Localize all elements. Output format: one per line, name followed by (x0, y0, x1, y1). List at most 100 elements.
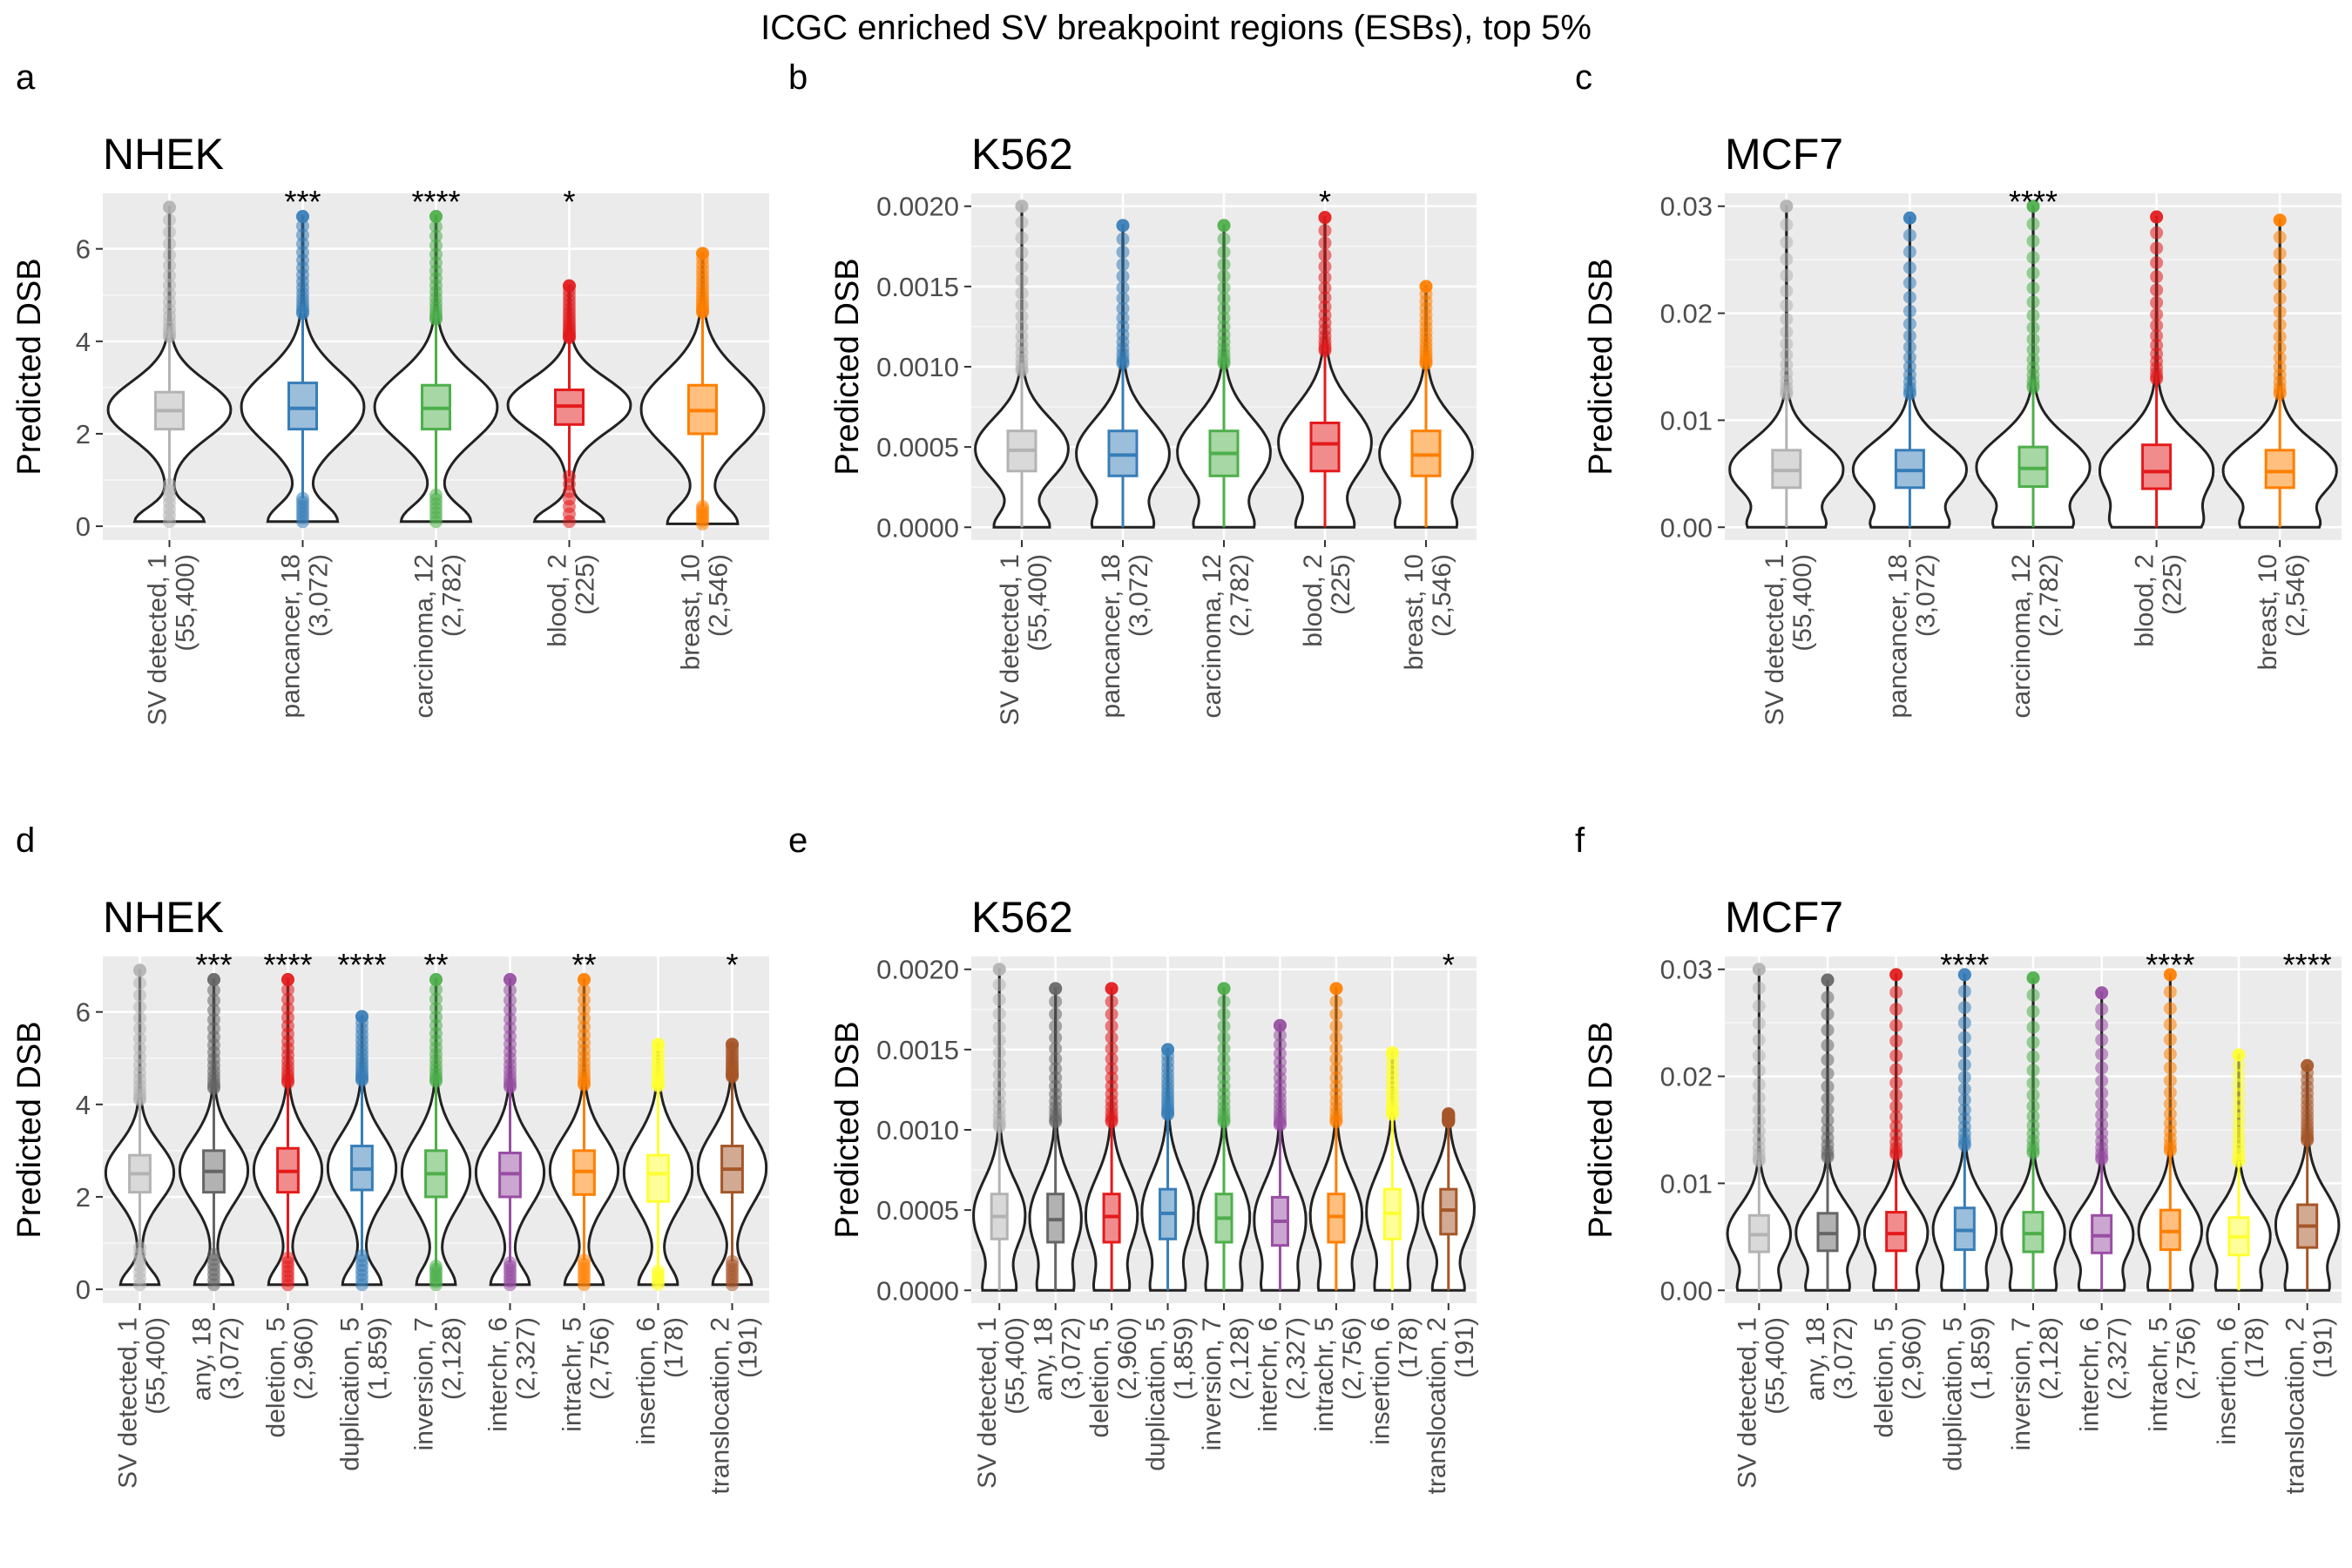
outlier-point (2232, 1078, 2246, 1092)
outlier-point (1273, 1028, 1287, 1042)
outlier-point (1957, 984, 1971, 998)
panel-title: K562 (971, 893, 1073, 942)
outlier-point (163, 226, 176, 240)
x-tick-label: SV detected, 1(55,400) (973, 1317, 1030, 1489)
outlier-point (2273, 277, 2287, 291)
x-tick-label-line2: (2,546) (705, 554, 733, 637)
outlier-point (1889, 1110, 1903, 1124)
outlier-point (1015, 309, 1029, 323)
outlier-point (1217, 232, 1231, 246)
outlier-point (1116, 258, 1130, 272)
outlier-point (1329, 1052, 1343, 1066)
outlier-point (992, 992, 1006, 1006)
outlier-point (1821, 1053, 1835, 1067)
x-tick-label-line1: SV detected, 1 (114, 1317, 143, 1489)
y-tick-label: 4 (76, 1090, 91, 1120)
x-tick-label-line2: (55,400) (1024, 554, 1052, 652)
outlier-point (2026, 353, 2040, 367)
outlier-point (163, 237, 176, 251)
outlier-point (1049, 1062, 1063, 1076)
outlier-point (2026, 308, 2040, 322)
outlier-point (2273, 305, 2287, 319)
x-tick-label-line1: pancancer, 18 (277, 554, 306, 718)
outlier-point (133, 976, 146, 990)
x-tick-label-line1: interchr, 6 (484, 1317, 513, 1432)
x-tick-label-line1: breast, 10 (1400, 554, 1429, 670)
outlier-point (2026, 1110, 2040, 1124)
outlier-point (296, 228, 309, 242)
outlier-point (1049, 1007, 1063, 1021)
outlier-point (2163, 1017, 2177, 1031)
outlier-point (1957, 1044, 1971, 1058)
outlier-point (163, 200, 176, 214)
x-tick-label-line1: deletion, 5 (1085, 1317, 1114, 1437)
outlier-point (1903, 211, 1916, 225)
outlier-point (207, 994, 220, 1008)
outlier-point (1957, 1058, 1971, 1071)
outlier-point (163, 213, 176, 226)
outlier-point (652, 1037, 665, 1051)
outlier-point (1780, 253, 1794, 267)
outlier-point (2273, 341, 2287, 355)
outlier-point (1780, 235, 1794, 249)
outlier-point (2232, 1058, 2246, 1072)
outlier-point (429, 488, 443, 502)
x-tick-label-line1: translocation, 2 (2281, 1317, 2310, 1494)
outlier-point (1957, 1112, 1971, 1125)
outlier-point (1329, 1042, 1343, 1056)
significance-label: **** (337, 947, 386, 983)
outlier-point (281, 1251, 294, 1265)
outlier-point (1329, 1019, 1343, 1033)
outlier-point (2095, 986, 2109, 1000)
x-tick-label-line1: duplication, 5 (1142, 1317, 1171, 1471)
x-tick-label-line2: (2,327) (1281, 1317, 1310, 1400)
x-tick-label-line1: pancancer, 18 (1097, 554, 1125, 718)
x-tick-label: intrachr, 5(2,756) (1310, 1317, 1367, 1432)
outlier-point (1752, 1103, 1766, 1117)
outlier-point (1318, 211, 1332, 225)
outlier-point (726, 1037, 739, 1051)
x-tick-label-line1: interchr, 6 (1254, 1317, 1282, 1432)
outlier-point (992, 1087, 1006, 1101)
outlier-point (2163, 1107, 2177, 1121)
outlier-point (2095, 1047, 2109, 1061)
x-tick-label-line2: (3,072) (1911, 554, 1940, 637)
outlier-point (1105, 1007, 1119, 1021)
outlier-point (1105, 1031, 1119, 1044)
outlier-point (1015, 215, 1029, 229)
panel-title: K562 (971, 130, 1073, 179)
x-tick-label: deletion, 5(2,960) (1870, 1317, 1927, 1437)
x-tick-label-line2: (2,128) (438, 1317, 467, 1400)
outlier-point (2163, 1047, 2177, 1061)
significance-label: *** (195, 947, 232, 983)
x-tick-label-line2: (2,782) (1226, 554, 1254, 637)
x-tick-label-line1: blood, 2 (2131, 554, 2159, 647)
outlier-point (1049, 1019, 1063, 1033)
outlier-point (578, 1003, 591, 1017)
y-tick-label: 0.02 (1660, 1062, 1713, 1092)
outlier-point (1217, 1007, 1231, 1021)
outlier-point (578, 973, 591, 987)
outlier-point (429, 220, 443, 233)
outlier-point (1273, 1037, 1287, 1051)
outlier-point (296, 491, 309, 505)
outlier-point (1015, 246, 1029, 260)
outlier-point (2273, 247, 2287, 260)
y-axis-label: Predicted DSB (1583, 258, 1619, 475)
outlier-point (1903, 276, 1916, 290)
outlier-point (2026, 234, 2040, 248)
x-tick-label: interchr, 6(2,327) (1254, 1317, 1310, 1432)
outlier-point (1273, 1018, 1287, 1032)
outlier-point (563, 470, 576, 483)
outlier-point (133, 989, 146, 1003)
panel-e: e K562 0.0000 0.0005 0.0010 0.0015 0.0020 Predi… (788, 821, 1479, 1494)
outlier-point (1752, 1078, 1766, 1092)
x-tick-label: translocation, 2(191) (706, 1317, 763, 1494)
x-tick-label: deletion, 5(2,960) (1085, 1317, 1142, 1437)
outlier-point (133, 1022, 146, 1036)
panel-label: e (788, 821, 808, 860)
y-tick-label: 2 (76, 1182, 91, 1213)
outlier-point (1903, 340, 1916, 354)
y-tick-label: 0.0010 (876, 1115, 959, 1146)
x-tick-label-line1: carcinoma, 12 (410, 554, 439, 718)
